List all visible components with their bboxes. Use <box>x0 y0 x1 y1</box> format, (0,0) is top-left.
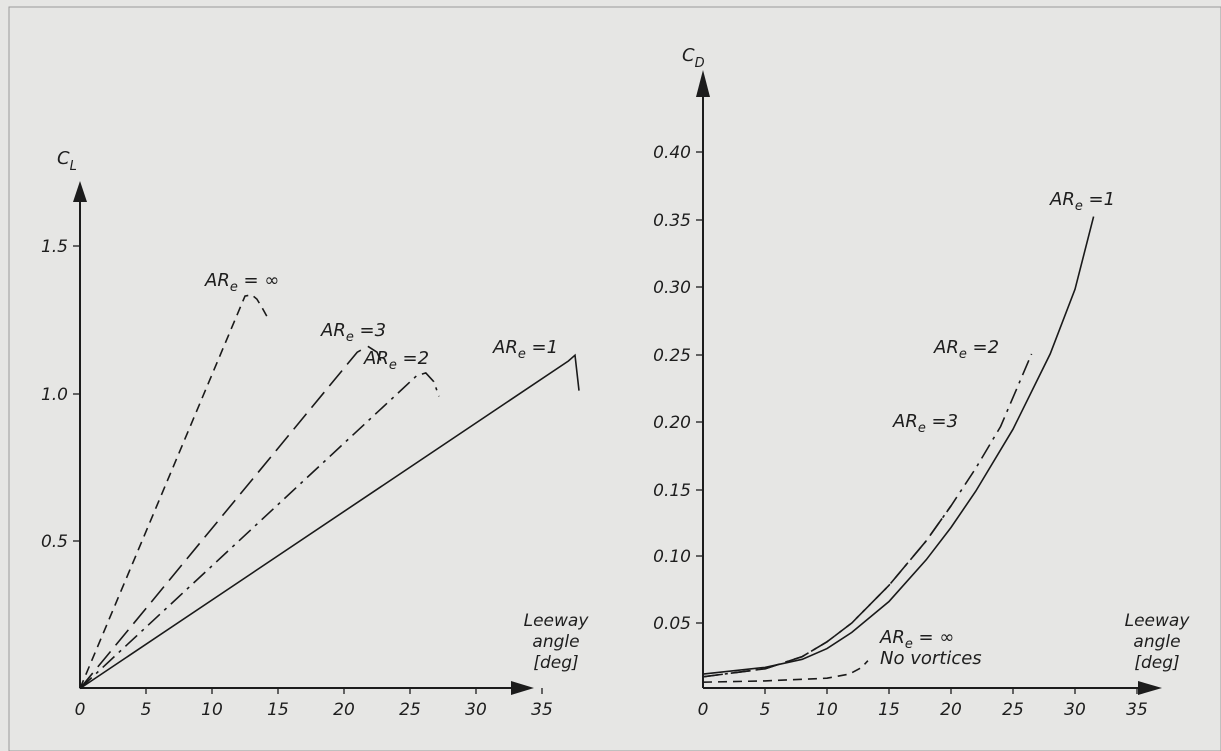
drag-x-tick-label: 10 <box>816 700 838 720</box>
page-frame <box>8 6 1221 751</box>
drag-x-tick-label: 15 <box>878 700 900 720</box>
lift-series-label-4: ARe =1 <box>492 337 558 362</box>
drag-x-tick-label: 20 <box>940 700 962 720</box>
drag-series-label-3: ARe =3 <box>892 411 958 436</box>
drag-y-tick-label: 0.15 <box>653 481 691 501</box>
drag-x-tick-label: 0 <box>698 700 709 720</box>
lift-series-label-3: ARe =2 <box>363 348 429 373</box>
drag-x-tick-label: 30 <box>1064 700 1086 720</box>
lift-x-tick-label: 0 <box>75 700 86 720</box>
lift-x-axis-arrow <box>511 681 534 695</box>
drag-y-tick-label: 0.05 <box>653 614 691 634</box>
drag-y-tick-label: 0.20 <box>653 413 691 433</box>
lift-x-tick-label: 15 <box>267 700 289 720</box>
drag-y-tick-label: 0.25 <box>653 346 691 366</box>
lift-x-tick-label: 10 <box>201 700 223 720</box>
lift-series-label-1: ARe = ∞ <box>204 270 279 295</box>
drag-y-tick-label: 0.10 <box>653 547 691 567</box>
lift-y-tick-label: 1.5 <box>41 237 68 257</box>
drag-x-axis-label: Leeway angle [deg] <box>1125 611 1191 673</box>
drag-series-line-2 <box>702 353 1033 678</box>
drag-series-label-1: ARe =1 <box>1049 189 1115 214</box>
drag-x-tick-label: 25 <box>1002 700 1024 720</box>
lift-x-tick-label: 25 <box>399 700 421 720</box>
drag-y-tick-label: 0.30 <box>653 278 691 298</box>
drag-x-tick-label: 5 <box>760 700 771 720</box>
drag-series-line-3 <box>702 505 952 678</box>
drag-x-axis-arrow <box>1138 681 1162 695</box>
lift-y-tick-label: 0.5 <box>41 532 68 552</box>
lift-x-tick-label: 30 <box>465 700 487 720</box>
lift-x-tick-label: 35 <box>531 700 553 720</box>
drag-x-tick-label: 35 <box>1126 700 1148 720</box>
drag-y-tick-label: 0.35 <box>653 211 691 231</box>
lift-series-line-4 <box>79 353 580 690</box>
drag-series-label-2: ARe =2 <box>933 337 999 362</box>
lift-series-label-2: ARe =3 <box>320 320 386 345</box>
drag-y-axis-arrow <box>696 70 710 97</box>
lift-x-tick-label: 5 <box>141 700 152 720</box>
drag-series-line-1 <box>702 216 1095 675</box>
lift-series-line-3 <box>79 371 440 690</box>
lift-x-tick-label: 20 <box>333 700 355 720</box>
lift-y-axis-arrow <box>73 181 87 202</box>
lift-series-line-2 <box>79 345 385 690</box>
lift-y-tick-label: 1.0 <box>41 385 68 405</box>
lift-series-line-1 <box>79 293 270 689</box>
lift-x-axis-label: Leeway angle [deg] <box>524 611 590 673</box>
drag-y-tick-label: 0.40 <box>653 143 691 163</box>
drag-series-label-4: ARe = ∞ No vortices <box>879 627 982 669</box>
drag-series-line-4 <box>702 660 869 683</box>
